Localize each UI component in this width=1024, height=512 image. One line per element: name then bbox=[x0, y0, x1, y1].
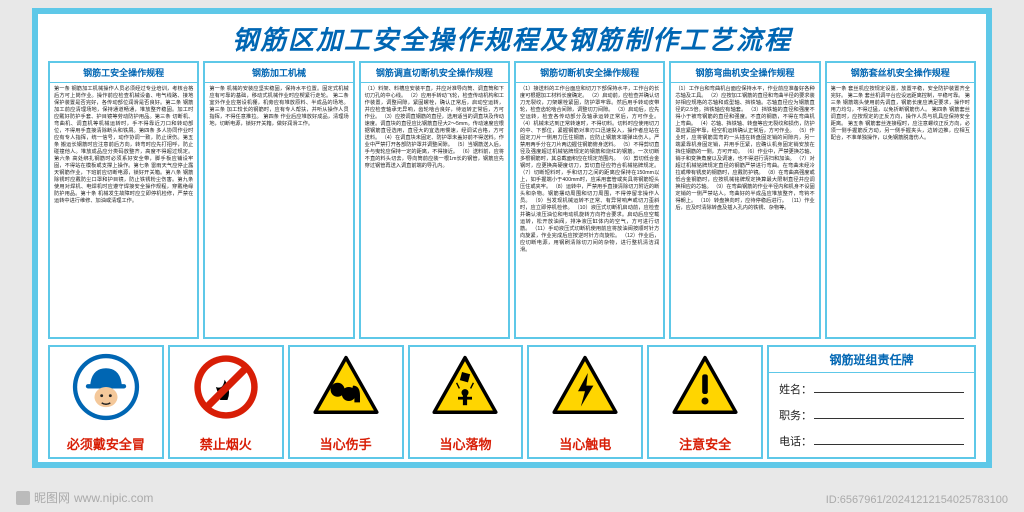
watermark-site: 昵图网 bbox=[34, 489, 70, 506]
duty-phone-fill bbox=[814, 444, 964, 445]
panel-2-title: 钢筋加工机械 bbox=[205, 63, 352, 83]
falling-object-icon bbox=[429, 351, 501, 423]
image-id: ID:6567961 bbox=[826, 494, 883, 506]
panel-6-body: 第一条 套丝机应按规定设置，放置平稳，安全防护装置齐全完好。 第二条 套丝机调平… bbox=[827, 83, 974, 145]
panel-2: 钢筋加工机械 第一条 机械的安装应坚实稳固，保持水平位置。固定式机械应有可靠的基… bbox=[203, 61, 354, 339]
sign-helmet-label: 必须戴安全冒 bbox=[67, 432, 145, 455]
panel-4-title: 钢筋切断机安全操作规程 bbox=[516, 63, 663, 83]
panel-1-title: 钢筋工安全操作规程 bbox=[50, 63, 197, 83]
sign-falling: 当心落物 bbox=[408, 345, 524, 459]
duty-line-name: 姓名： bbox=[779, 381, 964, 397]
duty-role-fill bbox=[814, 418, 964, 419]
panel-6-title: 钢筋套丝机安全操作规程 bbox=[827, 63, 974, 83]
watermark-url: www.nipic.com bbox=[74, 491, 153, 505]
duty-phone-label: 电话： bbox=[779, 433, 812, 449]
sign-caution-label: 注意安全 bbox=[679, 432, 731, 455]
panels-row: 钢筋工安全操作规程 第一条 钢筋加工机械操作人员必须经过专业培训，考核合格后方可… bbox=[48, 61, 976, 339]
panel-3-title: 钢筋调直切断机安全操作规程 bbox=[361, 63, 508, 83]
duty-name-fill bbox=[814, 392, 964, 393]
sign-falling-label: 当心落物 bbox=[439, 432, 491, 455]
sign-helmet: 必须戴安全冒 bbox=[48, 345, 164, 459]
panel-6: 钢筋套丝机安全操作规程 第一条 套丝机应按规定设置，放置平稳，安全防护装置齐全完… bbox=[825, 61, 976, 339]
sign-no-fire: 禁止烟火 bbox=[168, 345, 284, 459]
sign-hand-label: 当心伤手 bbox=[320, 432, 372, 455]
panel-1-body: 第一条 钢筋加工机械操作人员必须经过专业培训，考核合格后方可上岗作业。操作前应检… bbox=[50, 83, 197, 208]
sign-electric-label: 当心触电 bbox=[559, 432, 611, 455]
no-fire-icon bbox=[190, 351, 262, 423]
sign-hand: 当心伤手 bbox=[288, 345, 404, 459]
panel-5-body: （1）工作台和弯曲机台面应保持水平，作业前应准备好各种芯轴及工具。 （2）应按加… bbox=[671, 83, 818, 215]
safety-board: 钢筋区加工安全操作规程及钢筋制作工艺流程 钢筋工安全操作规程 第一条 钢筋加工机… bbox=[32, 8, 992, 468]
hand-warning-icon bbox=[310, 351, 382, 423]
panel-1: 钢筋工安全操作规程 第一条 钢筋加工机械操作人员必须经过专业培训，考核合格后方可… bbox=[48, 61, 199, 339]
image-ts: /20241212154025783100 bbox=[883, 494, 1008, 506]
watermark-icon bbox=[16, 491, 30, 505]
image-meta: ID:6567961/20241212154025783100 bbox=[826, 494, 1008, 506]
watermark: 昵图网 www.nipic.com bbox=[16, 489, 153, 506]
panel-4-body: （1）接送料的工作台面应和切刀下部保持水平，工作台的长度可根据加工材料长度确定。… bbox=[516, 83, 663, 257]
panel-4: 钢筋切断机安全操作规程 （1）接送料的工作台面应和切刀下部保持水平，工作台的长度… bbox=[514, 61, 665, 339]
helmet-icon bbox=[70, 351, 142, 423]
panel-5: 钢筋弯曲机安全操作规程 （1）工作台和弯曲机台面应保持水平，作业前应准备好各种芯… bbox=[669, 61, 820, 339]
panel-3-body: （1）料架、料槽应安装平直，并应对准导向筒、调直筒和下切刀孔的中心线。 （2）应… bbox=[361, 83, 508, 173]
sign-electric: 当心触电 bbox=[527, 345, 643, 459]
duty-role-label: 职务： bbox=[779, 407, 812, 423]
panel-5-title: 钢筋弯曲机安全操作规程 bbox=[671, 63, 818, 83]
caution-icon bbox=[669, 351, 741, 423]
bottom-row: 必须戴安全冒 禁止烟火 bbox=[48, 345, 976, 459]
panel-3: 钢筋调直切断机安全操作规程 （1）料架、料槽应安装平直，并应对准导向筒、调直筒和… bbox=[359, 61, 510, 339]
duty-body: 姓名： 职务： 电话： bbox=[769, 373, 974, 457]
main-title: 钢筋区加工安全操作规程及钢筋制作工艺流程 bbox=[48, 18, 976, 61]
board-inner: 钢筋区加工安全操作规程及钢筋制作工艺流程 钢筋工安全操作规程 第一条 钢筋加工机… bbox=[38, 14, 986, 462]
duty-name-label: 姓名： bbox=[779, 381, 812, 397]
duty-title: 钢筋班组责任牌 bbox=[769, 347, 974, 373]
sign-no-fire-label: 禁止烟火 bbox=[200, 432, 252, 455]
duty-card: 钢筋班组责任牌 姓名： 职务： 电话： bbox=[767, 345, 976, 459]
panel-2-body: 第一条 机械的安装应坚实稳固，保持水平位置。固定式机械应有可靠的基础，移动式机械… bbox=[205, 83, 352, 131]
electric-warning-icon bbox=[549, 351, 621, 423]
duty-line-role: 职务： bbox=[779, 407, 964, 423]
sign-caution: 注意安全 bbox=[647, 345, 763, 459]
duty-line-phone: 电话： bbox=[779, 433, 964, 449]
